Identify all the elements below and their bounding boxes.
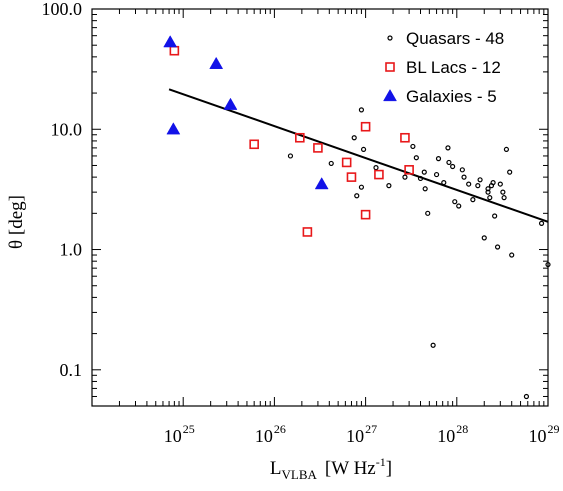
- quasar-point: [386, 183, 392, 189]
- quasar-point: [461, 174, 467, 180]
- y-axis-label: θ [deg]: [6, 195, 27, 249]
- quasar-point: [487, 195, 493, 201]
- bl-lac-point: [404, 165, 414, 175]
- quasar-point: [435, 156, 442, 162]
- quasar-point: [328, 160, 334, 167]
- y-tick-label: 1.0: [60, 240, 83, 260]
- y-tick-label: 100.0: [42, 0, 83, 19]
- quasar-point: [445, 145, 451, 151]
- bl-lac-point: [346, 172, 357, 182]
- quasar-point: [287, 153, 294, 159]
- bl-lac-point: [400, 132, 410, 143]
- legend-label-bl-lac: BL Lacs - 12: [406, 58, 501, 77]
- quasar-point: [417, 175, 424, 182]
- bl-lac-point: [302, 227, 313, 237]
- quasar-point: [466, 181, 472, 187]
- x-tick-label: 1028: [437, 422, 468, 446]
- legend-marker-quasar: [387, 35, 393, 41]
- galaxy-point: [163, 35, 178, 48]
- x-tick-label: 1029: [529, 422, 560, 446]
- quasar-point: [507, 169, 513, 175]
- quasar-point: [446, 159, 452, 166]
- quasar-point: [430, 342, 436, 348]
- y-tick-label: 0.1: [60, 360, 83, 380]
- quasar-point: [545, 261, 551, 268]
- x-tick-label: 1026: [255, 422, 286, 446]
- quasar-point: [523, 393, 530, 400]
- quasar-point: [410, 143, 416, 150]
- quasar-point: [360, 146, 367, 153]
- quasar-point: [441, 180, 447, 186]
- x-axis-label-close: ]: [386, 458, 392, 479]
- quasar-point: [373, 165, 379, 171]
- fit-line: [168, 88, 549, 223]
- bl-lac-point: [169, 45, 180, 56]
- quasar-point: [413, 155, 419, 161]
- galaxy-point: [209, 56, 224, 69]
- bl-lac-point: [249, 139, 259, 150]
- quasar-point: [501, 195, 507, 201]
- quasar-point: [497, 181, 503, 187]
- quasar-point: [475, 183, 481, 189]
- bl-lac-point: [341, 157, 352, 168]
- quasar-point: [421, 169, 427, 175]
- x-axis-label-units: [W Hz: [325, 458, 376, 479]
- x-axis-label-main: L: [270, 458, 282, 479]
- bl-lac-point: [295, 132, 305, 143]
- quasar-point: [503, 146, 510, 153]
- quasar-point: [358, 107, 365, 113]
- quasar-point: [452, 199, 458, 205]
- galaxy-point: [223, 97, 238, 110]
- quasar-point: [477, 177, 483, 183]
- quasar-point: [494, 244, 501, 250]
- legend: Quasars - 48 BL Lacs - 12 Galaxies - 5: [383, 29, 504, 106]
- legend-label-quasar: Quasars - 48: [406, 29, 504, 48]
- legend-marker-bl-lac: [385, 62, 395, 72]
- y-tick-label: 10.0: [51, 119, 83, 139]
- x-tick-label: 1025: [164, 422, 195, 446]
- quasar-point: [470, 197, 476, 203]
- quasar-point: [358, 184, 365, 190]
- plot-frame: [91, 8, 549, 407]
- quasar-point: [425, 210, 431, 216]
- bl-lac-point: [360, 209, 371, 220]
- quasar-point: [354, 193, 360, 199]
- x-tick-label: 1027: [346, 422, 377, 446]
- quasar-point: [351, 135, 357, 141]
- galaxy-point: [314, 177, 329, 190]
- quasar-point: [500, 189, 506, 195]
- quasar-point: [509, 252, 515, 258]
- quasar-point: [422, 186, 428, 192]
- x-axis-label-subscript: VLBA: [282, 467, 318, 482]
- quasar-point: [485, 186, 491, 192]
- plot-area: 1025 1026 1027 1028 1029 0.1 1.0 10.0 100.0: [42, 0, 560, 446]
- bl-lac-point: [374, 169, 384, 180]
- quasar-point: [459, 167, 465, 173]
- quasar-point: [492, 213, 498, 219]
- x-axis-label: LVLBA [W Hz-1]: [270, 455, 392, 482]
- x-axis-label-superscript: -1: [376, 455, 386, 469]
- quasar-point: [481, 235, 487, 241]
- legend-marker-galaxy: [383, 88, 397, 102]
- quasar-point: [538, 220, 545, 226]
- legend-label-galaxy: Galaxies - 5: [406, 87, 497, 106]
- quasar-point: [433, 171, 440, 178]
- quasar-point: [485, 189, 491, 195]
- quasar-point: [450, 163, 456, 170]
- quasar-point: [456, 203, 462, 209]
- bl-lac-point: [360, 121, 371, 132]
- bl-lac-point: [313, 143, 323, 153]
- quasar-point: [490, 180, 496, 186]
- galaxy-point: [166, 122, 181, 135]
- quasar-point: [402, 174, 408, 180]
